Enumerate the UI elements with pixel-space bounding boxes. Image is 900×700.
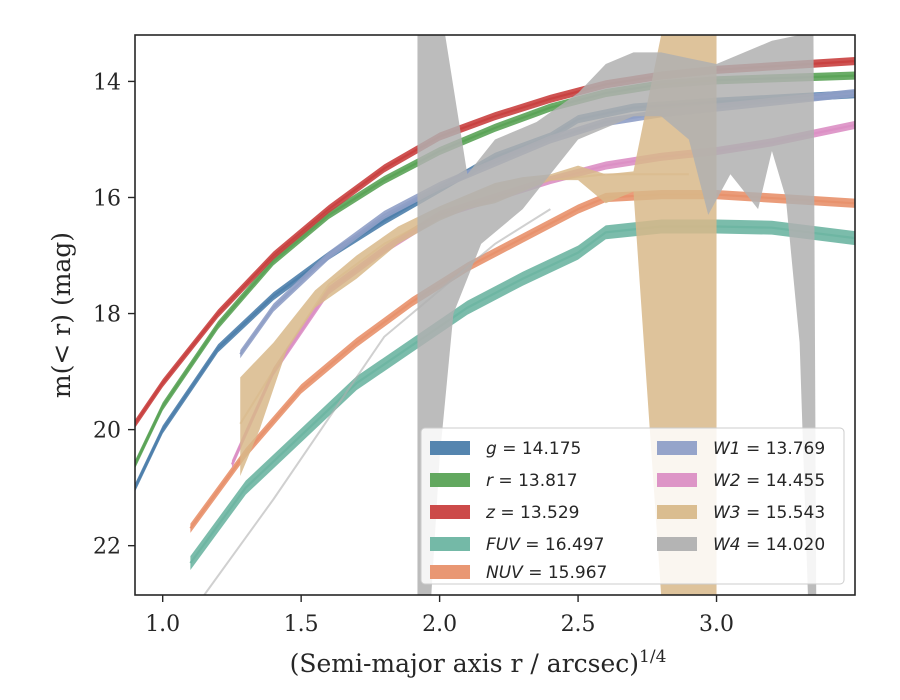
legend-item-NUV: NUV = 15.967	[430, 563, 607, 583]
legend-equals: =	[741, 439, 766, 459]
legend-item-z: z = 13.529	[430, 503, 579, 523]
legend-series-name: W3	[713, 503, 741, 523]
band-W4	[417, 35, 817, 595]
y-tick-label: 18	[93, 303, 121, 328]
y-tick-label: 16	[93, 186, 121, 211]
legend-swatch	[430, 473, 470, 487]
x-tick-label: 2.5	[561, 612, 596, 637]
legend-label: W4 = 14.020	[713, 535, 825, 555]
x-tick-label: 1.5	[284, 612, 319, 637]
plot-frame	[134, 34, 856, 596]
legend: g = 14.175 r = 13.817 z = 13.529 FUV = 16.4…	[420, 427, 845, 585]
legend-item-W3: W3 = 15.543	[657, 503, 825, 523]
legend-series-name: g	[486, 439, 497, 459]
legend-frame	[420, 427, 845, 585]
y-tick-label: 14	[93, 70, 121, 95]
legend-swatch	[657, 473, 697, 487]
legend-swatch	[430, 505, 470, 519]
series-W4	[203, 35, 817, 595]
legend-label: W3 = 15.543	[713, 503, 825, 523]
legend-label: W2 = 14.455	[713, 471, 825, 491]
legend-item-W2: W2 = 14.455	[657, 471, 825, 491]
legend-label: W1 = 13.769	[713, 439, 825, 459]
legend-item-W1: W1 = 13.769	[657, 439, 825, 459]
legend-series-name: FUV	[486, 535, 521, 555]
x-tick-label: 3.0	[699, 612, 734, 637]
y-tick-label: 20	[93, 419, 121, 444]
legend-equals: =	[741, 503, 766, 523]
legend-equals: =	[523, 563, 548, 583]
x-tick-label: 1.0	[145, 612, 180, 637]
legend-equals: =	[497, 439, 522, 459]
legend-item-g: g = 14.175	[430, 439, 581, 459]
faint-line-W4	[203, 208, 551, 595]
x-tick-label: 2.0	[422, 612, 457, 637]
legend-swatch	[657, 537, 697, 551]
legend-series-value: 14.455	[766, 471, 825, 491]
x-axis-title: (Semi-major axis r / arcsec)1/4	[290, 647, 667, 678]
y-axis-title: m(< r) (mag)	[47, 232, 76, 398]
legend-series-value: 15.543	[766, 503, 825, 523]
legend-series-name: W2	[713, 471, 741, 491]
legend-series-name: NUV	[486, 563, 524, 583]
series-layer	[135, 35, 855, 595]
legend-label: g = 14.175	[486, 439, 581, 459]
legend-equals: =	[495, 503, 520, 523]
legend-equals: =	[493, 471, 518, 491]
legend-series-name: W4	[713, 535, 741, 555]
legend-series-name: r	[486, 471, 494, 491]
legend-series-value: 14.175	[522, 439, 581, 459]
legend-equals: =	[520, 535, 545, 555]
legend-label: r = 13.817	[486, 471, 578, 491]
legend-series-value: 15.967	[548, 563, 607, 583]
legend-equals: =	[741, 535, 766, 555]
legend-swatch	[430, 537, 470, 551]
legend-label: FUV = 16.497	[486, 535, 604, 555]
legend-label: NUV = 15.967	[486, 563, 607, 583]
y-axis: 14 16 18 20 22	[93, 70, 135, 560]
legend-series-name: W1	[713, 439, 741, 459]
legend-equals: =	[741, 471, 766, 491]
x-axis: 1.0 1.5 2.0 2.5 3.0	[145, 595, 734, 637]
legend-series-value: 13.817	[518, 471, 577, 491]
legend-swatch	[430, 441, 470, 455]
x-axis-title-exponent: 1/4	[639, 647, 666, 667]
legend-series-value: 13.529	[520, 503, 579, 523]
legend-series-value: 14.020	[766, 535, 825, 555]
legend-series-name: z	[485, 503, 496, 523]
legend-label: z = 13.529	[485, 503, 579, 523]
legend-swatch	[657, 505, 697, 519]
legend-item-W4: W4 = 14.020	[657, 535, 825, 555]
legend-swatch	[430, 565, 470, 579]
legend-series-value: 13.769	[766, 439, 825, 459]
legend-item-r: r = 13.817	[430, 471, 578, 491]
legend-item-FUV: FUV = 16.497	[430, 535, 604, 555]
legend-swatch	[657, 441, 697, 455]
x-axis-title-text: (Semi-major axis r / arcsec)	[290, 649, 639, 678]
legend-series-value: 16.497	[545, 535, 604, 555]
y-tick-label: 22	[93, 535, 121, 560]
